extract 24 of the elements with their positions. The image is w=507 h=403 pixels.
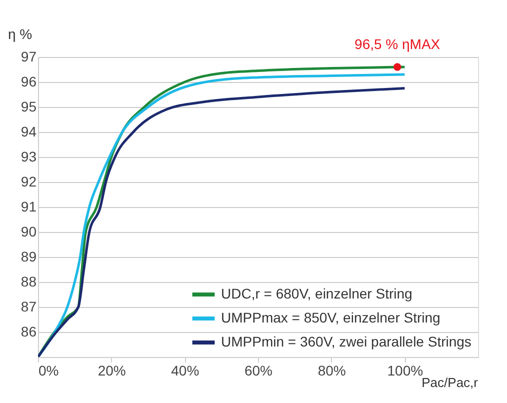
- annotation: 96,5 % ηMAX: [354, 36, 441, 52]
- legend-label: UMPPmax = 850V, einzelner String: [221, 310, 440, 326]
- x-tick-label: 80%: [318, 362, 346, 378]
- y-tick-label: 93: [20, 148, 37, 164]
- y-tick-label: 90: [20, 224, 37, 240]
- y-tick-label: 94: [20, 124, 37, 140]
- legend-label: UDC,r = 680V, einzelner String: [221, 286, 412, 302]
- x-tick-label: 100%: [387, 362, 424, 378]
- x-tick-label: 20%: [98, 362, 126, 378]
- y-tick-label: 95: [20, 98, 37, 114]
- y-tick-label: 86: [20, 324, 37, 340]
- x-tick-label: 40%: [171, 362, 200, 378]
- y-tick-label: 89: [20, 248, 37, 264]
- y-axis-title: η %: [8, 26, 32, 42]
- legend-label: UMPPmin = 360V, zwei parallele Strings: [221, 334, 472, 350]
- x-tick-label: 0%: [38, 362, 59, 378]
- y-tick-label: 92: [20, 174, 37, 190]
- x-tick-label: 60%: [244, 362, 273, 378]
- y-tick-label: 87: [20, 298, 37, 314]
- y-tick-label: 96: [20, 74, 37, 90]
- y-tick-label: 88: [20, 274, 37, 290]
- y-tick-label: 91: [20, 198, 37, 214]
- y-tick-label: 97: [20, 48, 37, 64]
- x-axis-title: Pac/Pac,r: [422, 375, 479, 390]
